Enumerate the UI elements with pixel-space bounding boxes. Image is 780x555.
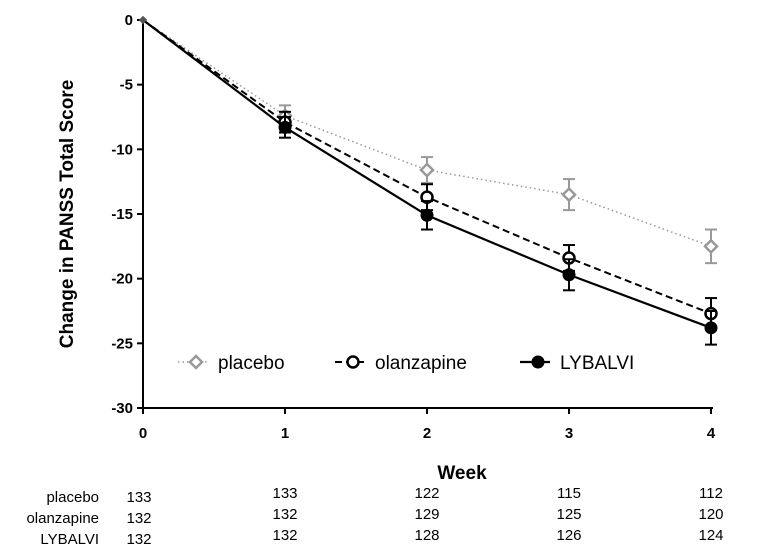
n-value: 128 (414, 527, 439, 544)
n-row-label: olanzapine (26, 510, 99, 527)
legend-label: LYBALVI (560, 353, 634, 374)
y-tick-label: 0 (125, 12, 133, 29)
n-value: 132 (126, 510, 151, 527)
n-row-label: placebo (46, 489, 99, 506)
y-tick-label: -15 (111, 206, 133, 223)
legend-marker (531, 355, 545, 369)
n-value: 124 (698, 527, 723, 544)
n-row-olanzapine: olanzapine 132 132 129 125 120 (26, 506, 723, 527)
data-point (561, 186, 577, 203)
n-value: 112 (699, 485, 723, 502)
x-axis-title: Week (437, 463, 487, 484)
n-value: 122 (414, 485, 439, 502)
data-point (562, 268, 576, 282)
data-point (703, 238, 719, 255)
data-point (419, 162, 435, 178)
n-value: 132 (272, 527, 297, 544)
legend-marker (188, 354, 204, 370)
n-value: 115 (557, 485, 581, 502)
legend: placebo olanzapine LYBALVI (178, 353, 634, 374)
data-point (278, 120, 292, 134)
legend-item-olanzapine: olanzapine (335, 353, 467, 374)
legend-item-placebo: placebo (178, 353, 285, 374)
n-at-risk-table: placebo 133 133 122 115 112 olanzapine 132 132 12… (26, 485, 723, 548)
x-tick-label: 4 (707, 425, 716, 442)
x-tick-label: 1 (281, 425, 289, 442)
series-layer (139, 16, 719, 346)
x-tick-label: 2 (423, 425, 431, 442)
n-value: 132 (126, 531, 151, 548)
series-line (142, 19, 712, 248)
n-value: 129 (414, 506, 439, 523)
y-axis-title: Change in PANSS Total Score (57, 80, 78, 349)
data-point (704, 321, 718, 335)
legend-label: olanzapine (375, 353, 467, 374)
series-placebo (139, 16, 719, 265)
n-value: 120 (698, 506, 723, 523)
data-point (420, 208, 434, 222)
y-tick-label: -10 (111, 141, 133, 158)
legend-item-lybalvi: LYBALVI (520, 353, 634, 374)
y-tick-label: -25 (111, 335, 133, 352)
n-value: 126 (556, 527, 581, 544)
n-value: 132 (272, 506, 297, 523)
data-point (139, 16, 147, 24)
x-tick-label: 0 (139, 425, 147, 442)
series-lybalvi (139, 16, 718, 346)
legend-marker (346, 355, 360, 369)
x-tick-label: 3 (565, 425, 573, 442)
y-tick-label: -30 (111, 400, 133, 417)
n-row-lybalvi: LYBALVI 132 132 128 126 124 (40, 527, 723, 548)
n-value: 133 (272, 485, 297, 502)
n-value: 133 (126, 489, 151, 506)
n-row-placebo: placebo 133 133 122 115 112 (46, 485, 723, 506)
legend-label: placebo (218, 353, 285, 374)
n-row-label: LYBALVI (40, 531, 99, 548)
axes: 0 -5 -10 -15 -20 -25 -30 0 1 2 3 4 (111, 12, 716, 442)
n-value: 125 (556, 506, 581, 523)
y-tick-label: -5 (120, 77, 133, 94)
y-tick-label: -20 (111, 271, 133, 288)
